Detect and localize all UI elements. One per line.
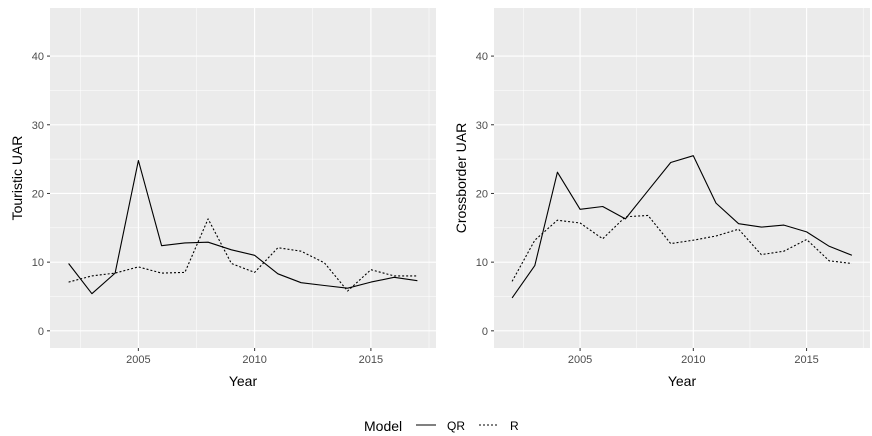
y-tick-label: 20 (476, 188, 488, 200)
touristic-series-r-line (68, 218, 418, 292)
x-axis-title: Year (229, 373, 258, 389)
x-tick-label: 2015 (794, 354, 818, 366)
crossborder-uar-panel: 0 10 20 30 40 2005 2010 2015 Year Crossborder UAR (453, 8, 870, 389)
y-tick-label: 10 (32, 257, 44, 269)
chart-legend: Model QR R (364, 414, 519, 434)
x-tick-label: 2010 (681, 354, 705, 366)
y-tick-label: 0 (482, 326, 488, 338)
plot-background (494, 8, 870, 348)
crossborder-series-r-line (511, 214, 852, 282)
y-tick-label: 10 (476, 257, 488, 269)
x-tick-label: 2005 (568, 354, 592, 366)
legend-key-r (477, 414, 501, 434)
y-tick-label: 30 (32, 120, 44, 132)
touristic-series-qr-line (68, 159, 418, 295)
y-tick-label: 40 (32, 51, 44, 63)
y-tick-label: 40 (476, 51, 488, 63)
y-tick-label: 0 (38, 326, 44, 338)
x-axis-title: Year (668, 373, 697, 389)
x-tick-label: 2015 (359, 354, 383, 366)
legend-label-r: R (510, 419, 519, 433)
x-tick-label: 2005 (126, 354, 150, 366)
crossborder-series-qr-line (511, 155, 853, 299)
x-tick-label: 2010 (242, 354, 266, 366)
y-axis-title: Crossborder UAR (453, 123, 469, 233)
plot-background (50, 8, 436, 348)
touristic-uar-panel: 0 10 20 30 40 2005 2010 2015 Year Touristic UAR (9, 8, 436, 389)
y-axis-title: Touristic UAR (9, 136, 25, 221)
y-tick-label: 30 (476, 120, 488, 132)
legend-label-qr: QR (447, 419, 465, 433)
y-tick-label: 20 (32, 188, 44, 200)
legend-key-qr (414, 414, 438, 434)
legend-title: Model (364, 418, 402, 434)
